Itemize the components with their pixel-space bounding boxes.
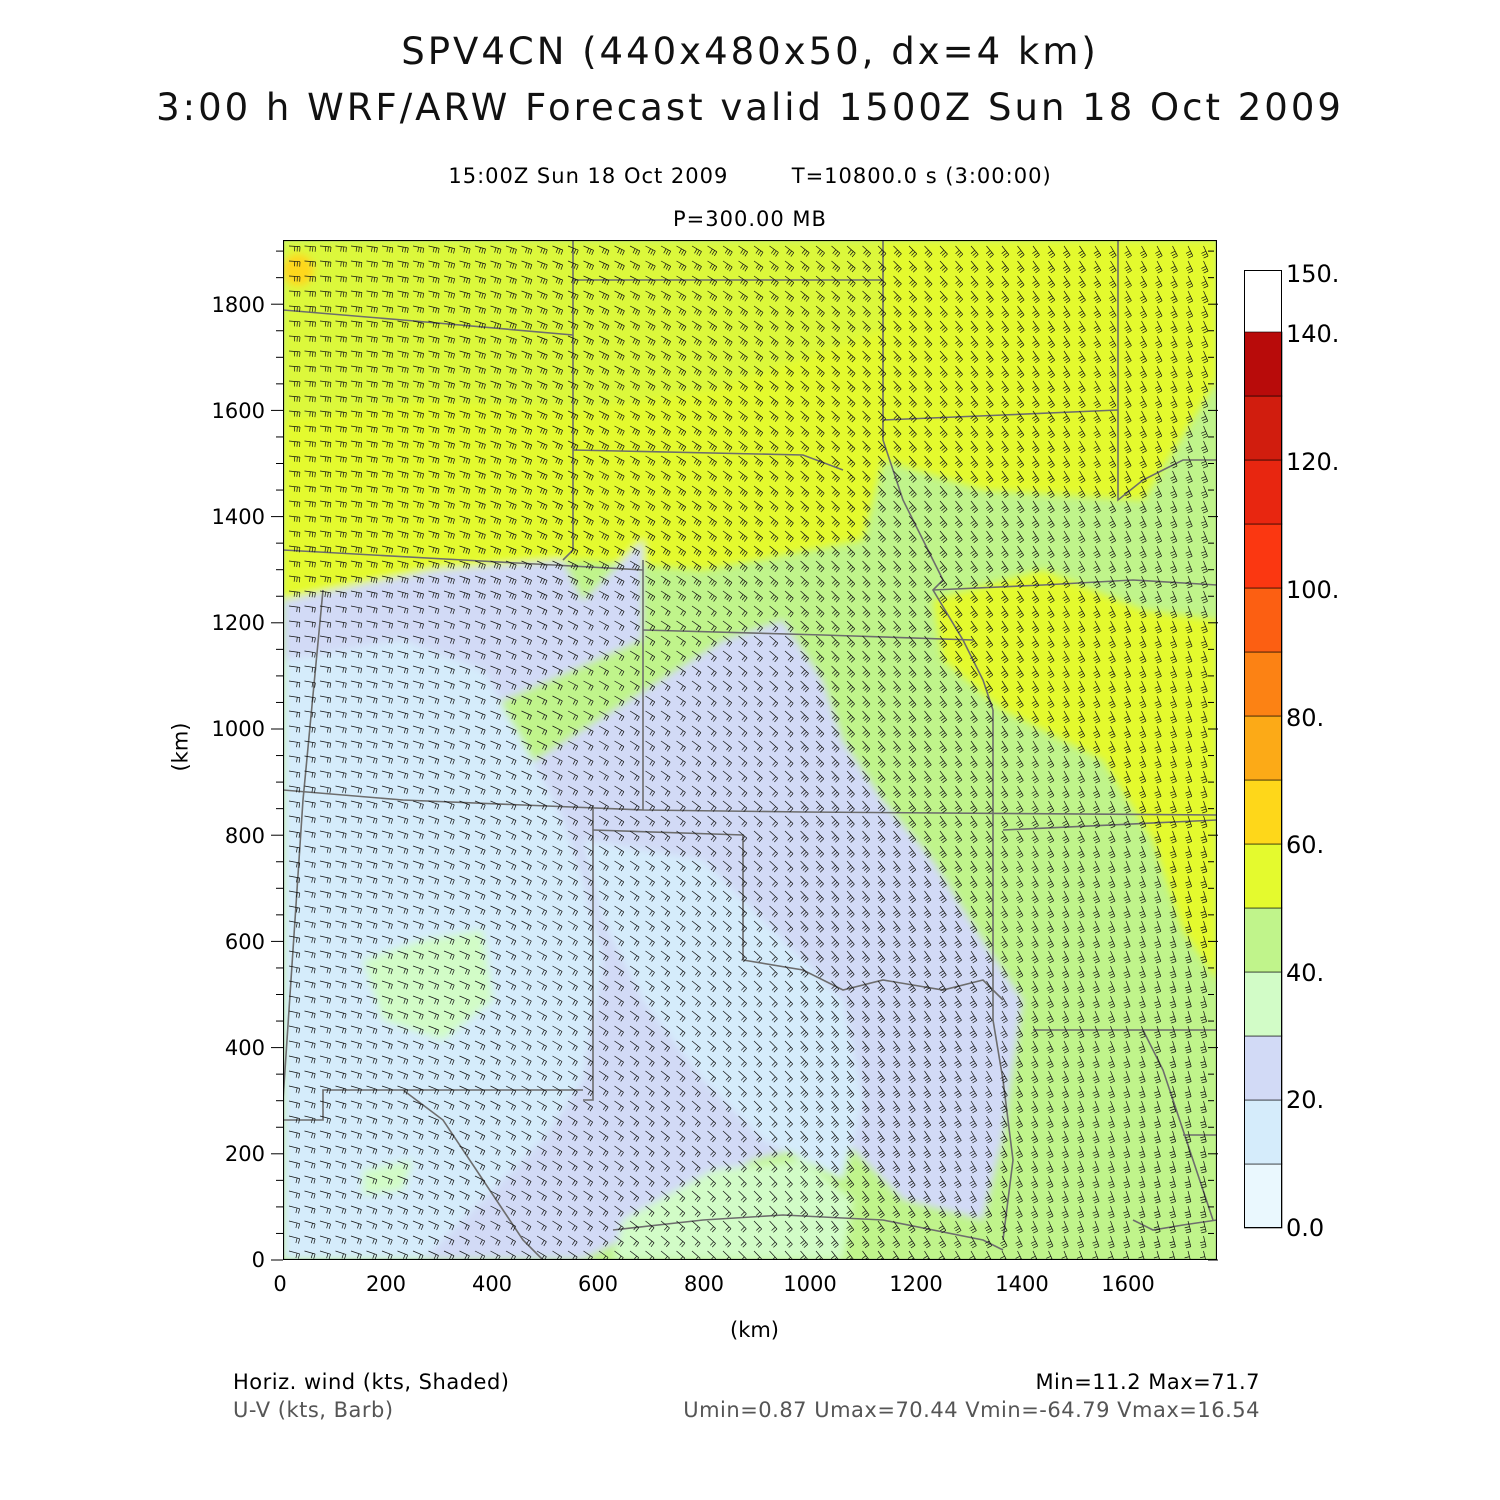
y-tick-label: 400 [224,1036,265,1060]
x-tick-label: 400 [471,1272,513,1296]
plot-title-line2: 3:00 h WRF/ARW Forecast valid 1500Z Sun … [156,86,1344,129]
x-axis-label: (km) [730,1318,780,1342]
colorbar-cell [1244,843,1283,909]
valid-time: 15:00Z Sun 18 Oct 2009 [448,164,729,188]
time-info: 15:00Z Sun 18 Oct 2009 T=10800.0 s (3:00… [0,164,1500,188]
y-tick-label: 1400 [211,505,265,529]
y-tick-label: 1800 [211,293,265,317]
shade-10-central [583,840,863,1180]
colorbar-cell [1244,971,1283,1037]
x-tick-label: 1200 [889,1272,943,1296]
colorbar-cell [1244,459,1283,525]
colorbar-label: 140. [1286,320,1340,348]
footer-shaded-desc: Horiz. wind (kts, Shaded) [233,1370,510,1394]
footer-uv-range: Umin=0.87 Umax=70.44 Vmin=-64.79 Vmax=16… [683,1398,1260,1422]
footer-barb-desc: U-V (kts, Barb) [233,1398,394,1422]
colorbar-label: 80. [1286,704,1325,732]
x-tick-label: 200 [365,1272,407,1296]
colorbar-cell [1244,331,1283,397]
shade-30-island-a [363,930,493,1040]
right-tick-marks [1208,250,1218,1261]
y-tick-label: 800 [224,824,265,848]
colorbar-cell [1244,907,1283,973]
colorbar-cell [1244,395,1283,461]
y-tick-label: 600 [224,930,265,954]
elapsed-time: T=10800.0 s (3:00:00) [791,164,1052,188]
y-axis-label: (km) [168,722,193,772]
shade-30-island-south [613,1160,853,1260]
x-tick-label: 0 [273,1272,287,1296]
shade-north-core [283,240,883,420]
colorbar-cell [1244,1163,1283,1229]
colorbar-label: 100. [1286,576,1340,604]
colorbar-label: 60. [1286,831,1325,859]
colorbar-cell [1244,587,1283,653]
plot-title-line1: SPV4CN (440x480x50, dx=4 km) [401,30,1099,73]
pressure-level: P=300.00 MB [673,207,827,231]
x-tick-label: 800 [683,1272,725,1296]
colorbar-cell [1244,651,1283,717]
x-tick-label: 1400 [995,1272,1049,1296]
y-tick-label: 1200 [211,611,265,635]
colorbar-cell [1244,779,1283,845]
y-tick-label: 1000 [211,717,265,741]
colorbar-cell [1244,1035,1283,1101]
y-tick-label: 200 [224,1142,265,1166]
wind-barb-field [288,245,1209,1260]
x-tick-label: 1000 [783,1272,837,1296]
footer-minmax: Min=11.2 Max=71.7 [1035,1370,1260,1394]
colorbar-label: 40. [1286,959,1325,987]
shade-60-east [933,570,1217,980]
wind-map [283,240,1217,1260]
y-tick-label: 1600 [211,399,265,423]
colorbar-label: 150. [1286,260,1340,288]
x-tick-label: 600 [577,1272,619,1296]
colorbar-frame [1244,270,1282,1228]
x-tick-label: 1600 [1101,1272,1155,1296]
colorbar-cell [1244,715,1283,781]
y-tick-marks [271,250,283,1261]
shade-70-northwest [283,254,314,286]
colorbar-label: 0.0 [1286,1214,1325,1242]
y-tick-label: 0 [251,1248,265,1272]
colorbar-label: 120. [1286,448,1340,476]
colorbar-cell [1244,1099,1283,1165]
colorbar [1244,270,1283,1229]
colorbar-cell [1244,523,1283,589]
colorbar-label: 20. [1286,1086,1325,1114]
wind-barbs [288,245,1209,1260]
plot-frame [283,240,1217,1260]
